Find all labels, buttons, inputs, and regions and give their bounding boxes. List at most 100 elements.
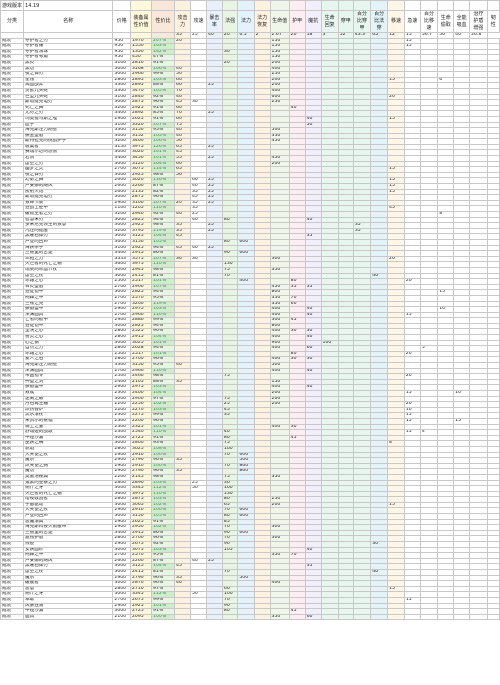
value-cell[interactable]: 3168 bbox=[129, 65, 153, 73]
column-header-cell[interactable]: 攻速 bbox=[189, 10, 207, 33]
stat-cell[interactable] bbox=[320, 401, 339, 408]
item-name-cell[interactable]: 纳什之牙 bbox=[23, 485, 114, 492]
ratio-cell[interactable]: 102% bbox=[151, 401, 176, 408]
stat-cell[interactable]: 75 bbox=[221, 373, 239, 380]
value-cell[interactable]: 3345 bbox=[129, 485, 153, 492]
stat-cell[interactable] bbox=[486, 283, 500, 291]
stat-cell[interactable] bbox=[419, 93, 439, 101]
stat-cell[interactable] bbox=[237, 334, 255, 341]
stat-cell[interactable] bbox=[320, 445, 339, 453]
column-header-cell[interactable]: 暴击率 bbox=[205, 10, 223, 33]
item-name-cell[interactable]: 玛莫提乌斯之噬 bbox=[23, 115, 114, 123]
item-name-cell[interactable]: 巫妖之祸 bbox=[23, 440, 114, 447]
stat-cell[interactable] bbox=[370, 423, 389, 431]
column-header-cell[interactable]: 名称 bbox=[23, 10, 114, 33]
value-cell[interactable]: 2325 bbox=[129, 423, 153, 431]
ratio-cell[interactable]: 104% bbox=[151, 334, 176, 341]
value-cell[interactable]: 2910 bbox=[129, 451, 153, 459]
stat-cell[interactable] bbox=[486, 457, 500, 464]
stat-cell[interactable] bbox=[469, 613, 488, 621]
stat-cell[interactable] bbox=[269, 485, 290, 492]
stat-cell[interactable] bbox=[221, 93, 239, 101]
stat-cell[interactable]: 350 bbox=[269, 300, 290, 308]
stat-cell[interactable]: 500 bbox=[269, 362, 290, 369]
stat-cell[interactable] bbox=[486, 490, 500, 498]
stat-cell[interactable] bbox=[221, 384, 239, 391]
stat-cell[interactable] bbox=[320, 373, 339, 380]
stat-cell[interactable] bbox=[237, 99, 255, 106]
stat-cell[interactable] bbox=[419, 255, 439, 263]
empty-cell[interactable] bbox=[352, 0, 372, 11]
column-header-cell[interactable]: 生命回复 bbox=[320, 10, 339, 33]
stat-cell[interactable] bbox=[486, 300, 500, 308]
stat-cell[interactable] bbox=[486, 485, 500, 492]
value-cell[interactable]: 2800 bbox=[129, 440, 153, 447]
stat-cell[interactable] bbox=[352, 255, 372, 263]
stat-cell[interactable] bbox=[320, 334, 339, 341]
stat-cell[interactable] bbox=[320, 317, 339, 324]
ratio-cell[interactable]: 100% bbox=[151, 613, 176, 621]
stat-cell[interactable] bbox=[352, 283, 372, 291]
stat-cell[interactable] bbox=[352, 334, 372, 341]
stat-cell[interactable] bbox=[419, 485, 439, 492]
stat-cell[interactable] bbox=[486, 115, 500, 123]
value-cell[interactable]: 2460 bbox=[129, 373, 153, 380]
stat-cell[interactable] bbox=[419, 300, 439, 308]
stat-cell[interactable] bbox=[370, 356, 389, 363]
stat-cell[interactable] bbox=[370, 350, 389, 358]
stat-cell[interactable] bbox=[237, 384, 255, 391]
stat-cell[interactable] bbox=[352, 406, 372, 414]
item-name-cell[interactable]: 振奋盔甲 bbox=[23, 306, 114, 313]
stat-cell[interactable]: 75 bbox=[221, 266, 239, 274]
stat-cell[interactable] bbox=[486, 384, 500, 391]
ratio-cell[interactable]: 105% bbox=[151, 87, 176, 95]
item-name-cell[interactable]: 大天使之杖 bbox=[23, 451, 114, 459]
value-cell[interactable]: 2810 bbox=[129, 60, 153, 67]
stat-cell[interactable] bbox=[320, 367, 339, 375]
stat-cell[interactable] bbox=[320, 60, 339, 67]
stat-cell[interactable] bbox=[486, 93, 500, 101]
stat-cell[interactable]: 40 bbox=[370, 272, 389, 280]
stat-cell[interactable] bbox=[237, 306, 255, 313]
stat-cell[interactable]: 200 bbox=[269, 76, 290, 84]
stat-cell[interactable] bbox=[237, 434, 255, 442]
stat-cell[interactable] bbox=[237, 440, 255, 447]
stat-cell[interactable] bbox=[320, 345, 339, 352]
ratio-cell[interactable]: 90% bbox=[151, 328, 176, 336]
stat-cell[interactable] bbox=[352, 289, 372, 296]
item-name-cell[interactable]: 振奋盔甲 bbox=[23, 384, 114, 391]
ratio-cell[interactable]: 110% bbox=[151, 367, 176, 375]
empty-cell[interactable] bbox=[174, 0, 191, 11]
stat-cell[interactable] bbox=[370, 82, 389, 89]
stat-cell[interactable] bbox=[486, 445, 500, 453]
stat-cell[interactable]: 65 bbox=[221, 501, 239, 509]
stat-cell[interactable] bbox=[370, 255, 389, 263]
stat-cell[interactable]: 500 bbox=[237, 457, 255, 464]
stat-cell[interactable] bbox=[269, 429, 290, 436]
value-cell[interactable]: 2875 bbox=[129, 496, 153, 503]
stat-cell[interactable] bbox=[352, 462, 372, 470]
stat-cell[interactable] bbox=[486, 412, 500, 419]
stat-cell[interactable]: 400 bbox=[269, 328, 290, 336]
stat-cell[interactable] bbox=[486, 468, 500, 475]
stat-cell[interactable] bbox=[320, 322, 339, 330]
item-name-cell[interactable]: 渴血战斧 bbox=[23, 82, 114, 89]
stat-cell[interactable] bbox=[221, 457, 239, 464]
value-cell[interactable]: 2910 bbox=[129, 462, 153, 470]
stat-cell[interactable] bbox=[352, 367, 372, 375]
stat-cell[interactable] bbox=[320, 328, 339, 336]
stat-cell[interactable] bbox=[237, 294, 255, 302]
stat-cell[interactable]: 70 bbox=[221, 462, 239, 470]
stat-cell[interactable] bbox=[269, 278, 290, 285]
stat-cell[interactable] bbox=[320, 418, 339, 425]
stat-cell[interactable] bbox=[352, 350, 372, 358]
stat-cell[interactable] bbox=[320, 356, 339, 363]
stat-cell[interactable]: 20 bbox=[221, 60, 239, 67]
stat-cell[interactable] bbox=[320, 350, 339, 358]
stat-cell[interactable] bbox=[486, 76, 500, 84]
value-cell[interactable]: 2517 bbox=[129, 278, 153, 285]
ratio-cell[interactable]: 107% bbox=[151, 121, 176, 129]
stat-cell[interactable] bbox=[352, 110, 372, 117]
stat-cell[interactable]: 200 bbox=[269, 501, 290, 509]
stat-cell[interactable]: 450 bbox=[269, 283, 290, 291]
